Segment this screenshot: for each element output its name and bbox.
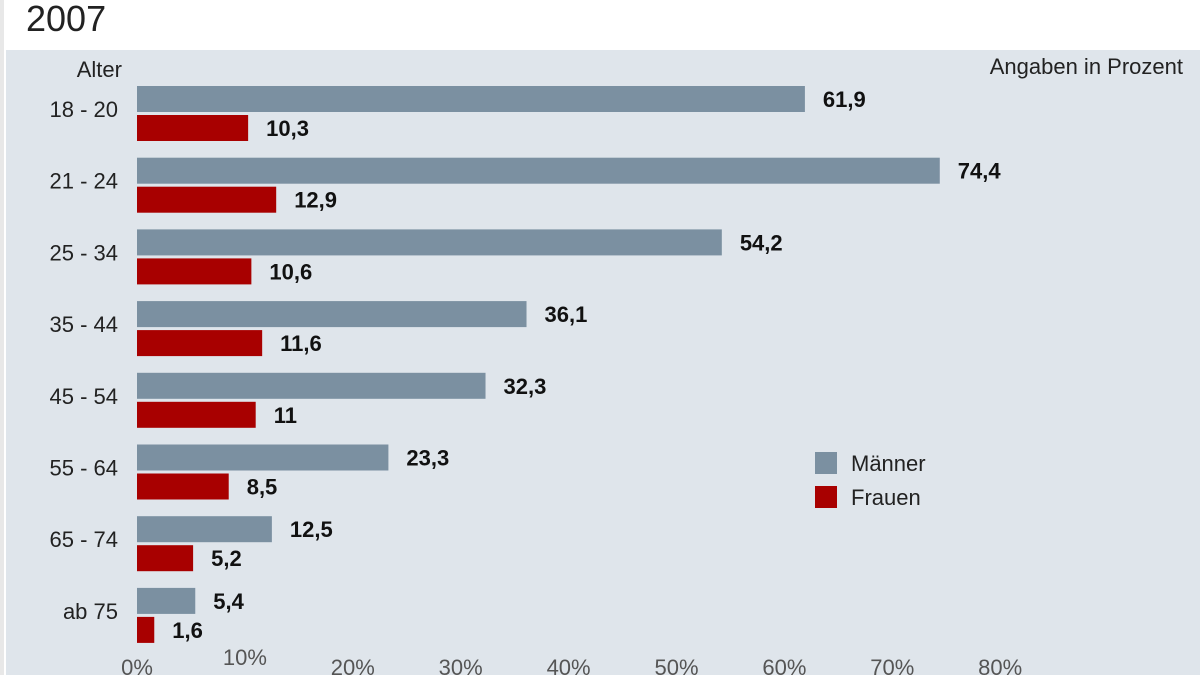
data-label: 5,4 <box>213 589 244 614</box>
category-label: ab 75 <box>63 599 118 624</box>
bar-frauen <box>137 401 256 428</box>
data-label: 36,1 <box>545 302 588 327</box>
chart-panel <box>6 50 1200 675</box>
category-label: 21 - 24 <box>50 169 119 194</box>
legend-swatch <box>815 452 837 474</box>
bar-frauen <box>137 258 252 285</box>
category-label: 45 - 54 <box>50 384 119 409</box>
data-label: 74,4 <box>958 159 1002 184</box>
data-label: 10,3 <box>266 116 309 141</box>
data-label: 12,9 <box>294 188 337 213</box>
bar-maenner <box>137 229 722 256</box>
x-tick-label: 10% <box>223 645 267 670</box>
data-label: 11,6 <box>280 331 322 356</box>
x-tick-label: 60% <box>762 655 806 675</box>
category-label: 55 - 64 <box>50 456 119 481</box>
legend-label: Männer <box>851 451 926 476</box>
bar-maenner <box>137 157 940 184</box>
category-label: 65 - 74 <box>50 527 119 552</box>
y-axis-label: Alter <box>77 57 122 82</box>
bar-maenner <box>137 444 389 471</box>
bar-frauen <box>137 330 263 357</box>
data-label: 61,9 <box>823 87 866 112</box>
data-label: 32,3 <box>504 374 547 399</box>
x-tick-label: 20% <box>331 655 375 675</box>
data-label: 1,6 <box>172 618 203 643</box>
data-label: 12,5 <box>290 517 333 542</box>
chart-title: 2007 <box>26 0 107 39</box>
legend-label: Frauen <box>851 485 921 510</box>
bar-frauen <box>137 545 194 572</box>
data-label: 54,2 <box>740 230 783 255</box>
bar-maenner <box>137 587 196 614</box>
data-label: 23,3 <box>406 446 449 471</box>
bar-maenner <box>137 372 486 399</box>
unit-note: Angaben in Prozent <box>990 54 1183 79</box>
x-tick-label: 80% <box>978 655 1022 675</box>
bar-maenner <box>137 86 805 112</box>
data-label: 8,5 <box>247 475 278 500</box>
data-label: 11 <box>274 403 297 428</box>
x-tick-label: 70% <box>870 655 914 675</box>
category-label: 35 - 44 <box>50 312 119 337</box>
bar-frauen <box>137 616 155 643</box>
bar-frauen <box>137 115 249 141</box>
x-tick-label: 0% <box>121 655 153 675</box>
data-label: 10,6 <box>269 259 312 284</box>
x-tick-label: 50% <box>654 655 698 675</box>
legend-swatch <box>815 486 837 508</box>
category-label: 18 - 20 <box>50 97 119 122</box>
bar-frauen <box>137 473 229 500</box>
data-label: 5,2 <box>211 546 242 571</box>
bar-maenner <box>137 301 527 328</box>
frame-line <box>0 0 4 675</box>
bar-frauen <box>137 186 277 213</box>
category-label: 25 - 34 <box>50 240 119 265</box>
x-tick-label: 30% <box>439 655 483 675</box>
x-tick-label: 40% <box>547 655 591 675</box>
bar-maenner <box>137 516 272 543</box>
